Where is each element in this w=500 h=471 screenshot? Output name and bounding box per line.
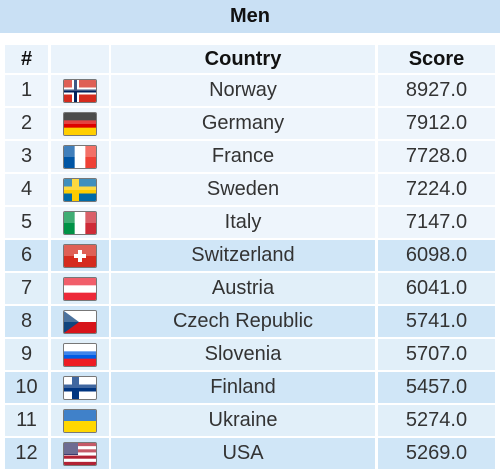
country-cell: Germany [111,108,375,139]
flag [63,78,97,103]
score-cell: 5741.0 [378,306,495,337]
country-cell: Ukraine [111,405,375,436]
rank-cell: 2 [5,108,48,139]
flag [63,177,97,202]
score-cell: 5707.0 [378,339,495,370]
flag [63,276,97,301]
flag [63,111,97,136]
flag-cell [51,240,109,271]
rank-cell: 12 [5,438,48,469]
flag [63,375,97,400]
country-cell: USA [111,438,375,469]
flag [63,210,97,235]
flag-cell [51,372,109,403]
rank-cell: 3 [5,141,48,172]
header-cell [51,45,109,73]
country-cell: Finland [111,372,375,403]
country-cell: Czech Republic [111,306,375,337]
country-cell: France [111,141,375,172]
score-cell: 6041.0 [378,273,495,304]
flag-cell [51,339,109,370]
table-title: Men [0,0,500,33]
score-cell: 5457.0 [378,372,495,403]
country-cell: Switzerland [111,240,375,271]
score-cell: 8927.0 [378,75,495,106]
score-cell: 5269.0 [378,438,495,469]
rank-cell: 9 [5,339,48,370]
country-cell: Sweden [111,174,375,205]
flag [63,243,97,268]
flag [63,342,97,367]
flag [63,144,97,169]
rank-cell: 1 [5,75,48,106]
score-cell: 5274.0 [378,405,495,436]
flag [63,408,97,433]
rank-cell: 8 [5,306,48,337]
flag-cell [51,273,109,304]
flag-cell [51,405,109,436]
score-cell: 7728.0 [378,141,495,172]
country-cell: Slovenia [111,339,375,370]
country-cell: Norway [111,75,375,106]
flag [63,309,97,334]
header-cell: Score [378,45,495,73]
flag-cell [51,207,109,238]
flag-cell [51,108,109,139]
rank-cell: 5 [5,207,48,238]
score-cell: 7147.0 [378,207,495,238]
flag-cell [51,141,109,172]
rank-cell: 4 [5,174,48,205]
flag [63,441,97,466]
rank-cell: 6 [5,240,48,271]
flag-cell [51,75,109,106]
rank-cell: 11 [5,405,48,436]
rank-cell: 10 [5,372,48,403]
country-cell: Austria [111,273,375,304]
header-cell: # [5,45,48,73]
country-cell: Italy [111,207,375,238]
score-cell: 7224.0 [378,174,495,205]
flag-cell [51,306,109,337]
score-cell: 6098.0 [378,240,495,271]
flag-cell [51,438,109,469]
header-cell: Country [111,45,375,73]
score-cell: 7912.0 [378,108,495,139]
rank-cell: 7 [5,273,48,304]
flag-cell [51,174,109,205]
